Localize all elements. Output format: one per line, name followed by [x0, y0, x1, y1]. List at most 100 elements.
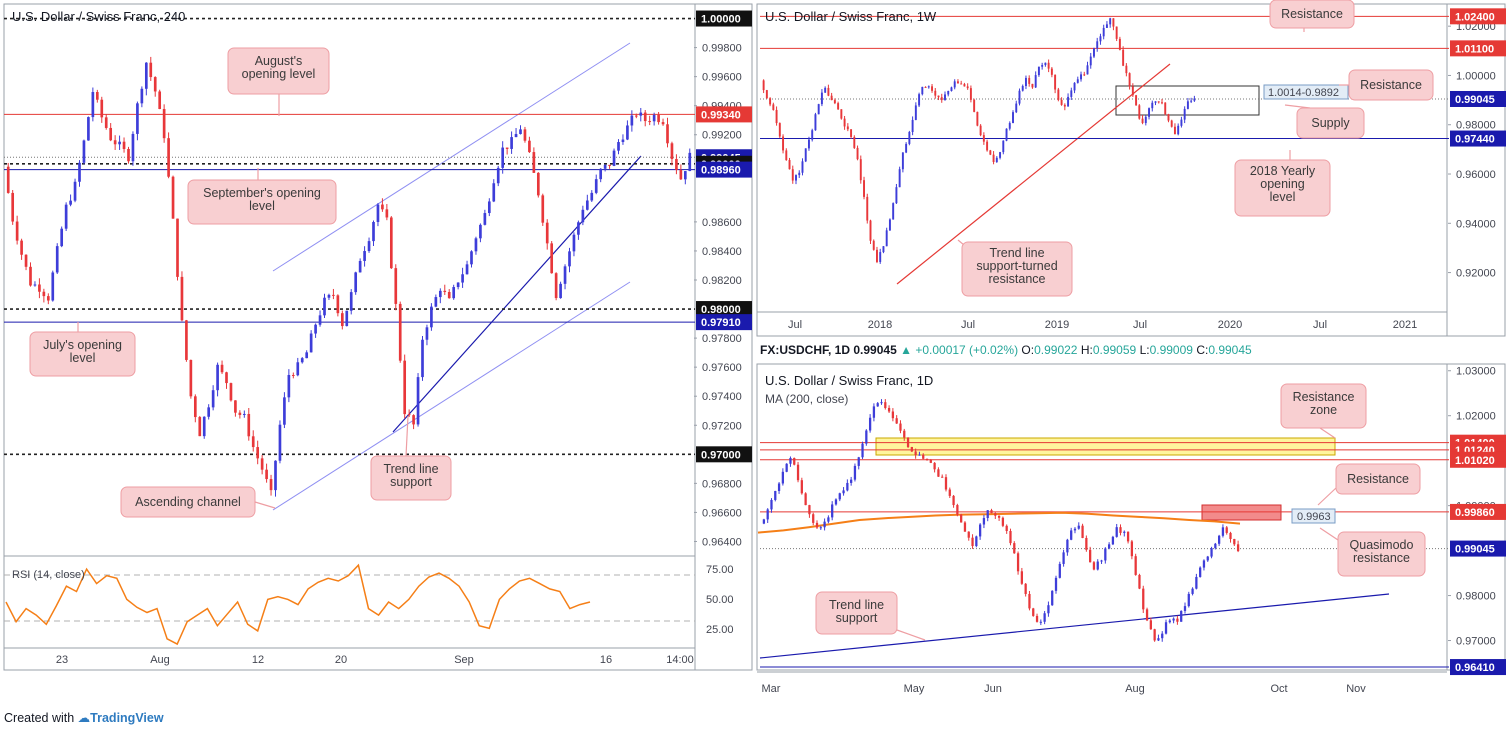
footer: Created with ☁TradingView: [4, 710, 164, 725]
candle-body: [785, 463, 788, 472]
trend-line-support: [759, 593, 1390, 659]
candle-body: [532, 152, 536, 173]
candle-body: [447, 292, 451, 299]
candle-body: [979, 125, 982, 136]
candle-body: [1119, 527, 1122, 533]
candle-body: [643, 112, 647, 122]
candle-body: [260, 458, 264, 470]
panel-weekly: 1.020001.000000.980000.960000.940000.920…: [756, 3, 1506, 337]
candle-body: [216, 364, 219, 391]
candle-body: [1024, 583, 1027, 594]
candle-body: [29, 266, 32, 286]
callout-text: Trend line support: [829, 598, 884, 625]
x-tick-label: Nov: [1346, 683, 1366, 695]
price-tag-label: 0.99045: [1455, 544, 1495, 556]
callout-box: [961, 241, 1073, 297]
candle-body: [675, 159, 678, 171]
candle-body: [937, 469, 940, 477]
candle-body: [336, 295, 340, 314]
candle-body: [367, 241, 371, 252]
candle-body: [762, 80, 765, 91]
candle-body: [1125, 65, 1128, 74]
candle-body: [1214, 543, 1217, 549]
candle-body: [470, 251, 473, 265]
candle-body: [287, 374, 291, 398]
candle-body: [885, 230, 888, 247]
candle-body: [198, 417, 202, 437]
candle-body: [122, 141, 126, 149]
candle-body: [788, 160, 791, 170]
candle-body: [1057, 89, 1060, 100]
candle-body: [796, 464, 800, 481]
callout-line: Resistance: [1281, 7, 1343, 21]
tradingview-brand[interactable]: TradingView: [90, 711, 164, 725]
candle-body: [389, 217, 393, 269]
candle-body: [1054, 577, 1058, 591]
candle-body: [934, 90, 937, 96]
tradingview-logo-icon[interactable]: ☁: [77, 711, 91, 725]
candle-body: [811, 130, 814, 140]
price-tag-box: [1450, 659, 1506, 676]
candle-body: [229, 383, 233, 401]
candle-body: [1128, 73, 1131, 87]
candle-body: [769, 98, 772, 105]
candle-body: [918, 454, 921, 456]
candle-body: [1037, 66, 1040, 76]
candle-body: [225, 372, 228, 384]
callout-line: zone: [1310, 403, 1337, 417]
callout-line: opening level: [242, 67, 316, 81]
callout-text: September's opening level: [203, 186, 321, 213]
candle-body: [69, 200, 72, 205]
candle-body: [6, 166, 10, 193]
callout-text: 2018 Yearly opening level: [1250, 164, 1316, 204]
candle-body: [78, 162, 81, 182]
candle-body: [908, 132, 911, 144]
x-tick-label: 14:00: [666, 654, 694, 666]
y-tick-label: 0.92000: [1456, 268, 1496, 280]
candle-body: [827, 517, 830, 522]
candle-body: [577, 222, 580, 235]
candle-body: [314, 324, 317, 334]
candle-body: [1210, 548, 1213, 557]
candle-body: [113, 140, 117, 145]
callout-line: Resistance: [1293, 390, 1355, 404]
candle-body: [905, 143, 908, 153]
candle-body: [778, 123, 781, 137]
price-tag-box: [1450, 8, 1506, 25]
candle-body: [884, 402, 887, 408]
candle-body: [42, 291, 46, 297]
candle-body: [167, 138, 170, 177]
symbol: FX:USDCHF, 1D: [760, 343, 851, 357]
candle-body: [153, 77, 157, 92]
candle-body: [554, 273, 558, 299]
candle-body: [55, 246, 59, 273]
callout-box: [1280, 383, 1367, 429]
candle-body: [956, 81, 959, 84]
x-tick-label: Jun: [984, 683, 1002, 695]
quasimodo-price-label: 0.9963: [1297, 511, 1331, 523]
candle-body: [892, 203, 895, 220]
candle-body: [1122, 49, 1125, 66]
candle-body: [823, 521, 826, 528]
candle-body: [73, 181, 77, 201]
candle-body: [189, 359, 193, 397]
x-tick-label: May: [904, 683, 925, 695]
candle-body: [1138, 574, 1141, 589]
callout-line: support: [836, 611, 878, 625]
candle-body: [910, 446, 913, 452]
candle-body: [278, 424, 282, 461]
candle-body: [363, 251, 366, 261]
candle-body: [211, 390, 215, 408]
x-tick-label: 20: [335, 654, 347, 666]
candle-body: [1028, 593, 1031, 609]
candle-body: [853, 136, 856, 148]
rsi-title: RSI (14, close): [12, 569, 85, 581]
candle-body: [1164, 622, 1168, 634]
candle-body: [1089, 549, 1092, 563]
candle-body: [296, 362, 300, 376]
price-tag-label: 0.97910: [701, 317, 741, 329]
candle-body: [1043, 613, 1046, 622]
callout-box: [815, 591, 898, 635]
candle-body: [837, 103, 840, 110]
